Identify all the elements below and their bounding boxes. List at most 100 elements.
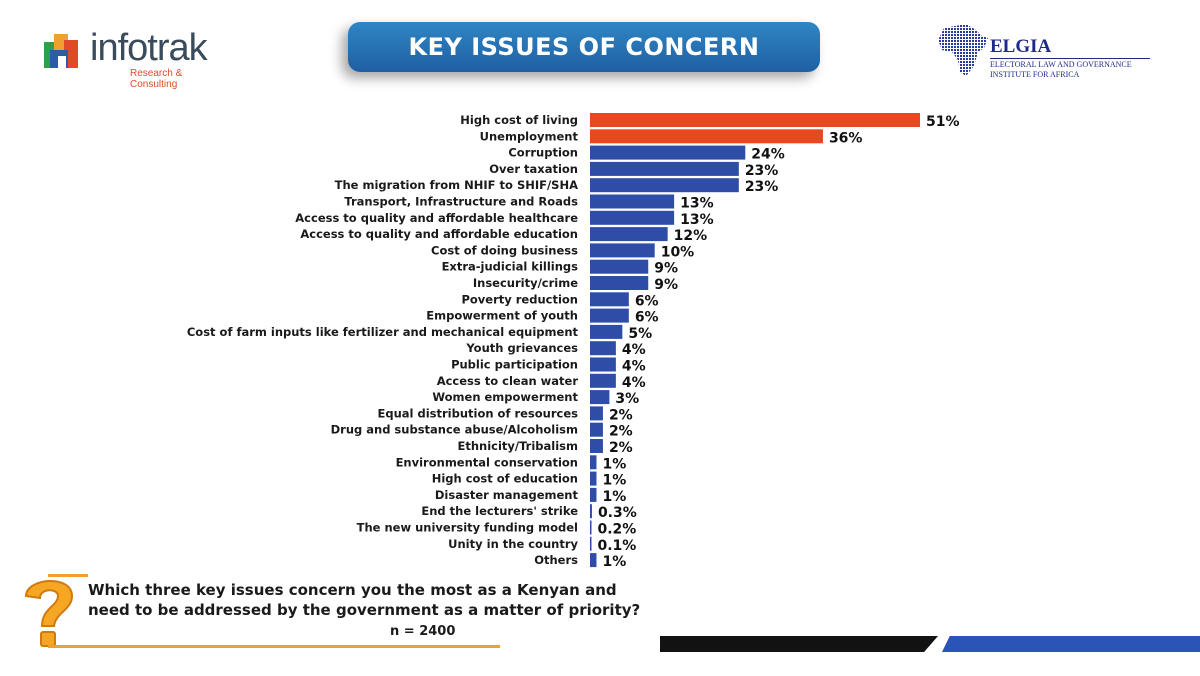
value-label: 36% (829, 130, 863, 146)
question-divider-top (48, 574, 88, 577)
value-label: 2% (609, 424, 633, 440)
bar (590, 276, 649, 290)
category-label: Transport, Infrastructure and Roads (344, 195, 578, 209)
value-label: 12% (674, 228, 708, 244)
value-label: 3% (615, 391, 639, 407)
value-label: 51% (926, 114, 960, 130)
category-label: Cost of farm inputs like fertilizer and … (187, 325, 579, 339)
bar (590, 471, 597, 486)
category-label: High cost of education (432, 472, 578, 486)
category-label: Unemployment (480, 129, 579, 143)
category-label: Unity in the country (448, 537, 578, 551)
value-label: 23% (745, 179, 779, 195)
category-label: Poverty reduction (461, 292, 578, 306)
bar (590, 324, 623, 339)
category-label: Insecurity/crime (473, 276, 578, 290)
value-label: 1% (602, 473, 626, 489)
value-label: 13% (680, 196, 714, 212)
bar (590, 553, 597, 568)
category-label: Access to quality and affordable educati… (300, 227, 578, 241)
question-divider (48, 645, 500, 648)
bar (590, 422, 603, 437)
value-label: 0.2% (598, 522, 637, 538)
elgia-name: ELGIA (990, 36, 1052, 57)
category-label: Environmental conservation (396, 455, 578, 469)
category-label: Empowerment of youth (426, 309, 578, 323)
survey-question: Which three key issues concern you the m… (88, 581, 641, 619)
bar (590, 390, 610, 405)
category-label: Youth grievances (465, 341, 578, 355)
bar (590, 145, 746, 160)
category-label: Over taxation (489, 162, 578, 176)
value-label: 2% (609, 407, 633, 423)
value-label: 0.1% (598, 538, 637, 554)
bar (590, 243, 655, 258)
value-label: 0.3% (598, 505, 637, 521)
bar (590, 113, 920, 127)
bar (590, 210, 675, 225)
bar (590, 536, 592, 551)
category-label: Equal distribution of resources (377, 406, 578, 420)
elgia-logo: ELGIA ELECTORAL LAW AND GOVERNANCE INSTI… (936, 22, 1156, 82)
value-label: 1% (602, 489, 626, 505)
infotrak-wordmark: infotrak (90, 27, 208, 69)
value-label: 10% (661, 244, 695, 260)
category-label: End the lecturers' strike (421, 504, 578, 518)
bar (590, 487, 597, 502)
bar (590, 129, 823, 144)
bar (590, 178, 739, 193)
value-label: 9% (654, 261, 678, 277)
category-label: Others (534, 553, 578, 567)
bar (590, 341, 616, 356)
africa-map-icon (938, 24, 988, 76)
value-label: 6% (635, 310, 659, 326)
value-label: 5% (628, 326, 652, 342)
elgia-divider (990, 58, 1150, 59)
value-label: 23% (745, 163, 779, 179)
category-label: Disaster management (435, 488, 579, 502)
category-label: The migration from NHIF to SHIF/SHA (335, 178, 578, 192)
bar (590, 373, 616, 388)
infotrak-logo: infotrak Research & Consulting (40, 26, 230, 90)
category-label: Public participation (451, 358, 578, 372)
bar (590, 406, 603, 421)
value-label: 4% (622, 359, 646, 375)
category-label: The new university funding model (357, 521, 578, 535)
bar (590, 161, 739, 176)
value-label: 2% (609, 440, 633, 456)
page-title: KEY ISSUES OF CONCERN (348, 22, 820, 72)
bar (590, 357, 616, 372)
footer-bar-blue (942, 636, 1200, 652)
category-label: Access to quality and affordable healthc… (295, 211, 578, 225)
value-label: 4% (622, 342, 646, 358)
bar (590, 227, 668, 242)
infotrak-logo-icon (44, 34, 78, 68)
bar (590, 259, 649, 274)
bar (590, 308, 629, 323)
bar (590, 520, 592, 535)
footer-bar-dark (660, 636, 938, 652)
bar (590, 455, 597, 470)
sample-size: n = 2400 (390, 624, 456, 639)
bar (590, 292, 629, 307)
value-label: 6% (635, 293, 659, 309)
category-label: Corruption (508, 146, 578, 160)
category-label: Cost of doing business (431, 243, 578, 257)
value-label: 24% (751, 147, 785, 163)
category-label: Access to clean water (437, 374, 579, 388)
value-label: 9% (654, 277, 678, 293)
category-label: Ethnicity/Tribalism (457, 439, 578, 453)
value-label: 4% (622, 375, 646, 391)
bar (590, 194, 675, 209)
value-label: 1% (602, 554, 626, 570)
infotrak-tagline: Research & Consulting (130, 68, 183, 90)
bar (590, 439, 603, 453)
elgia-full-name: ELECTORAL LAW AND GOVERNANCE INSTITUTE F… (990, 60, 1132, 79)
value-label: 13% (680, 212, 714, 228)
value-label: 1% (602, 456, 626, 472)
bar (590, 504, 592, 519)
category-label: Drug and substance abuse/Alcoholism (331, 423, 578, 437)
category-label: Women empowerment (432, 390, 578, 404)
category-label: Extra-judicial killings (442, 260, 579, 274)
